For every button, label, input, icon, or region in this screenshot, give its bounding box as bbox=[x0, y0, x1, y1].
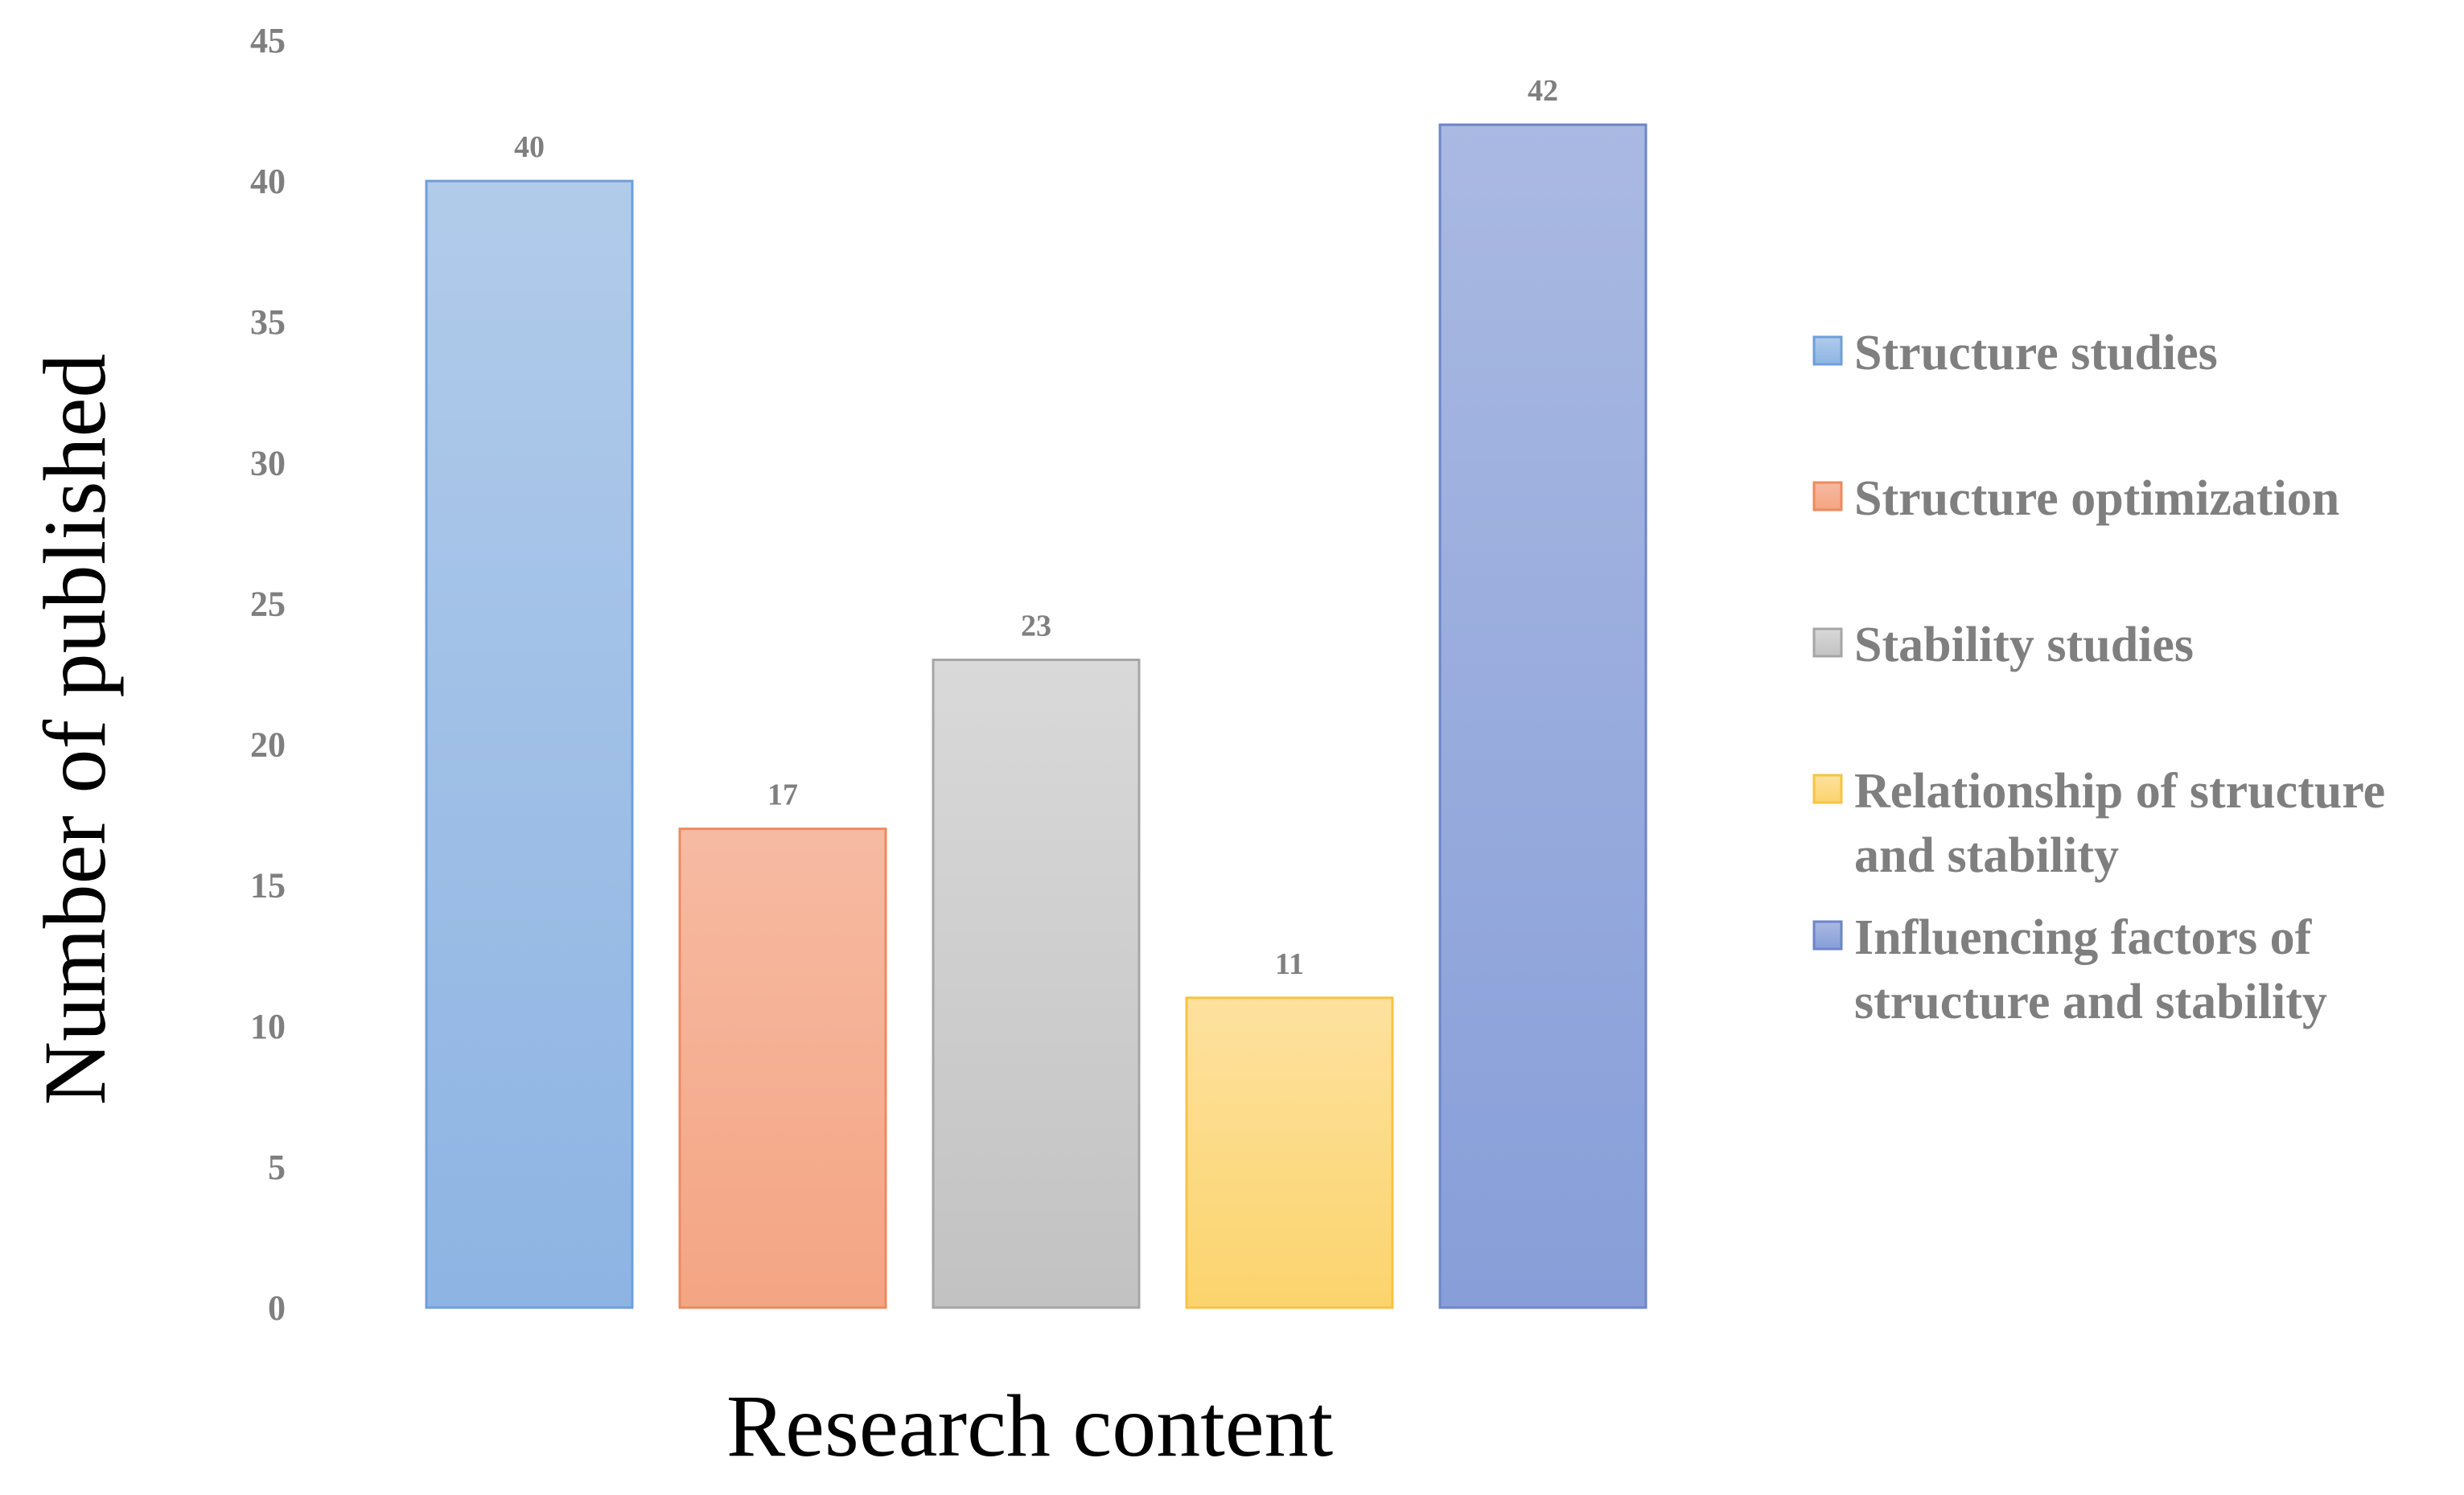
y-tick-label: 0 bbox=[268, 1288, 286, 1328]
x-axis-title: Research content bbox=[726, 1377, 1333, 1475]
y-tick-label: 15 bbox=[250, 866, 286, 906]
y-tick-label: 45 bbox=[250, 21, 286, 60]
legend-swatch bbox=[1812, 335, 1843, 366]
y-tick-label: 40 bbox=[250, 162, 286, 201]
bars bbox=[425, 123, 1647, 1309]
y-tick-label: 10 bbox=[250, 1007, 286, 1046]
legend-swatch bbox=[1812, 627, 1843, 658]
bar bbox=[425, 179, 634, 1309]
legend: Structure studies Structure optimization S… bbox=[1812, 326, 2385, 1029]
bar bbox=[1438, 123, 1647, 1309]
bar bbox=[1185, 996, 1394, 1309]
bar-value-label: 42 bbox=[1528, 74, 1558, 108]
bar-value-label: 11 bbox=[1275, 947, 1304, 981]
legend-swatch bbox=[1812, 774, 1843, 804]
y-tick-label: 20 bbox=[250, 725, 286, 765]
bar-value-label: 40 bbox=[514, 130, 545, 164]
bar-value-label: 17 bbox=[767, 778, 798, 812]
y-axis-ticks: 0 5 10 15 20 25 30 35 40 45 bbox=[250, 21, 286, 1328]
y-tick-label: 25 bbox=[250, 584, 286, 623]
bar bbox=[678, 828, 887, 1309]
legend-label: structure and stability bbox=[1854, 975, 2327, 1029]
legend-label: Structure studies bbox=[1854, 326, 2218, 380]
legend-swatch bbox=[1812, 481, 1843, 511]
data-labels: 40 17 23 11 42 bbox=[514, 74, 1558, 981]
y-tick-label: 5 bbox=[268, 1148, 286, 1187]
bar-value-label: 23 bbox=[1021, 609, 1051, 643]
y-tick-label: 35 bbox=[250, 302, 286, 342]
legend-swatch bbox=[1812, 920, 1843, 951]
legend-label: Influencing factors of bbox=[1854, 910, 2313, 965]
bar bbox=[932, 658, 1141, 1309]
legend-label: Structure optimization bbox=[1854, 471, 2339, 526]
legend-label: Stability studies bbox=[1854, 618, 2194, 672]
legend-label: and stability bbox=[1854, 828, 2119, 883]
y-axis-title: Number of published bbox=[26, 354, 124, 1106]
y-tick-label: 30 bbox=[250, 443, 286, 483]
legend-label: Relationship of structure bbox=[1854, 764, 2385, 819]
